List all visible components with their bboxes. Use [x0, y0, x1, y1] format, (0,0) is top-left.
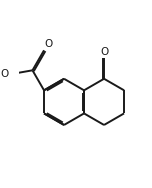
Text: O: O [100, 47, 108, 57]
Text: O: O [45, 39, 53, 49]
Text: O: O [1, 69, 9, 79]
